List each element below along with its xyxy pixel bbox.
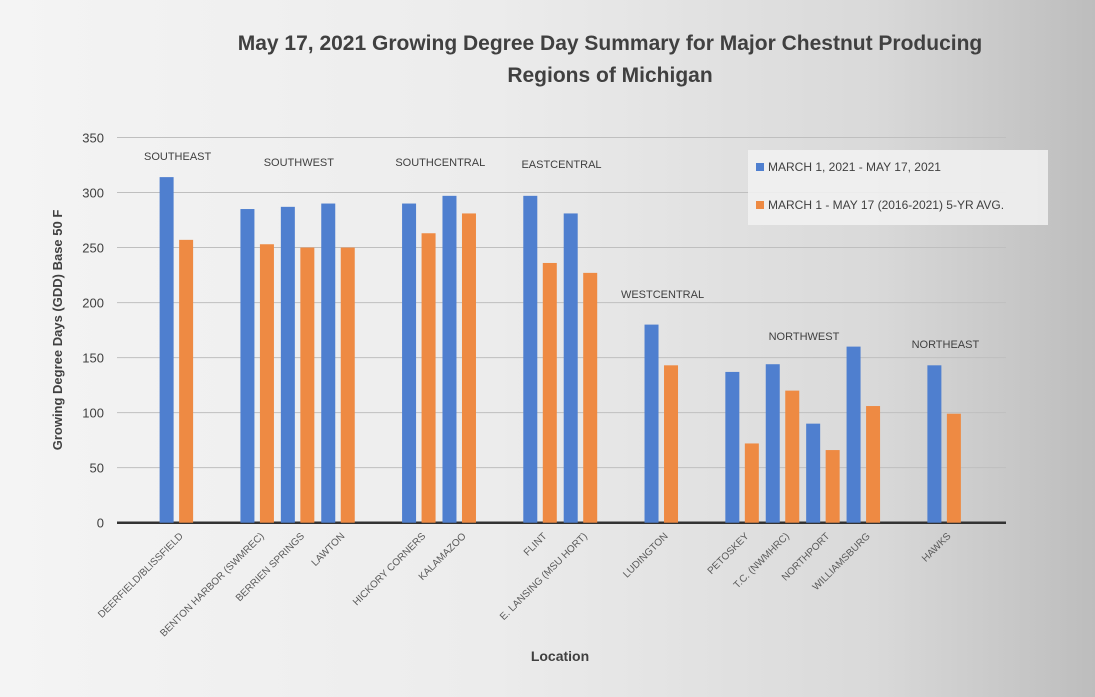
bar-5yr-avg [744, 443, 759, 523]
x-tick-label: HICKORY CORNERS [351, 531, 428, 608]
region-label: SOUTHWEST [264, 157, 335, 169]
x-tick-label: E. LANSING (MSU HORT) [498, 531, 590, 623]
bar-current [806, 423, 821, 523]
legend-label-current: MARCH 1, 2021 - MAY 17, 2021 [768, 160, 941, 174]
bar-current [159, 177, 174, 523]
legend-label-5yr-avg: MARCH 1 - MAY 17 (2016-2021) 5-YR AVG. [768, 198, 1004, 212]
y-tick-label: 0 [97, 516, 104, 531]
y-tick-label: 250 [82, 241, 104, 256]
y-axis-label: Growing Degree Days (GDD) Base 50 F [50, 210, 65, 451]
region-label: SOUTHEAST [144, 151, 212, 163]
y-tick-label: 150 [82, 351, 104, 366]
bar-5yr-avg [825, 450, 840, 523]
legend-swatch-current [756, 163, 764, 171]
bar-5yr-avg [583, 272, 598, 523]
bar-5yr-avg [259, 244, 274, 523]
bar-current [846, 346, 861, 523]
bar-current [402, 203, 417, 523]
region-label: WESTCENTRAL [621, 289, 704, 301]
bar-current [321, 203, 336, 523]
region-label: NORTHEAST [912, 339, 980, 351]
bar-5yr-avg [340, 247, 355, 523]
chart-title-line-2: Regions of Michigan [507, 64, 712, 87]
legend-swatch-5yr-avg [756, 201, 764, 209]
y-tick-label: 350 [82, 131, 104, 146]
x-tick-label: LAWTON [310, 531, 348, 569]
x-tick-label: BERRIEN SPRINGS [234, 531, 307, 604]
y-tick-label: 200 [82, 296, 104, 311]
x-tick-label: FLINT [522, 531, 549, 558]
bar-current [927, 365, 942, 523]
bar-current [765, 364, 780, 523]
bar-5yr-avg [300, 247, 315, 523]
bar-current [563, 213, 578, 523]
x-axis-label: Location [531, 648, 589, 664]
region-label: SOUTHCENTRAL [395, 157, 485, 169]
bar-5yr-avg [461, 213, 476, 523]
x-tick-label: HAWKS [920, 531, 954, 565]
bar-current [442, 195, 457, 523]
chart-title-line-1: May 17, 2021 Growing Degree Day Summary … [238, 32, 983, 55]
region-label: NORTHWEST [769, 331, 840, 343]
y-tick-label: 50 [90, 461, 104, 476]
bar-5yr-avg [179, 239, 194, 523]
bar-5yr-avg [866, 406, 881, 523]
bar-5yr-avg [664, 365, 679, 523]
bar-current [644, 324, 659, 523]
region-label: EASTCENTRAL [521, 159, 601, 171]
bar-current [280, 206, 295, 523]
bar-current [523, 195, 538, 523]
bar-current [725, 371, 740, 523]
legend: MARCH 1, 2021 - MAY 17, 2021 MARCH 1 - M… [748, 150, 1048, 225]
bar-5yr-avg [785, 390, 800, 523]
legend-box [748, 150, 1048, 225]
y-tick-label: 300 [82, 186, 104, 201]
x-tick-label: DEERFIELD/BLISSFIELD [96, 531, 186, 621]
bar-current [240, 209, 255, 523]
bar-5yr-avg [946, 413, 961, 523]
x-tick-label: LUDINGTON [621, 531, 670, 580]
y-tick-label: 100 [82, 406, 104, 421]
bar-5yr-avg [421, 233, 436, 523]
bar-5yr-avg [542, 262, 557, 523]
